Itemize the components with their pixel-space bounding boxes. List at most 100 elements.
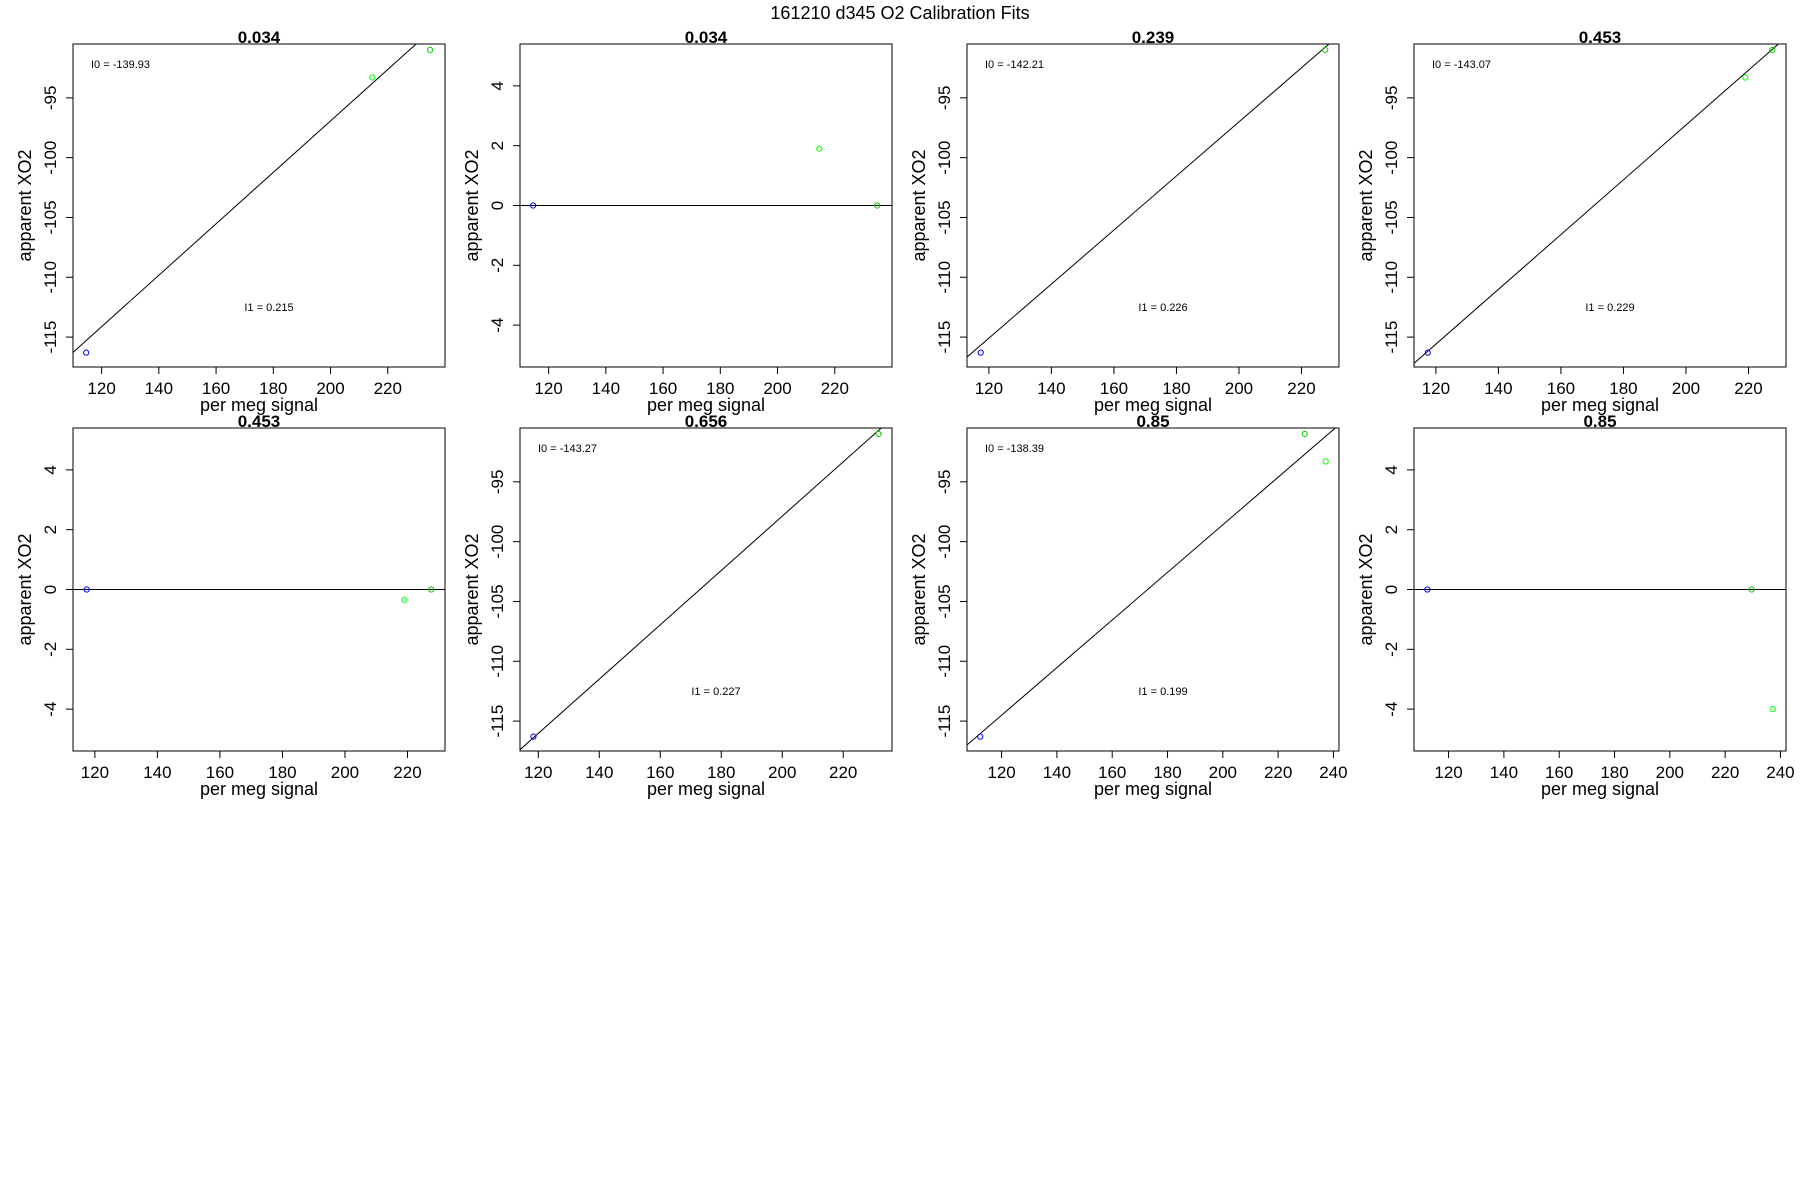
data-point [1424,586,1431,593]
data-point [1322,46,1329,54]
slope-annotation: I1 = 0.215 [244,302,293,314]
panel-title: 0.034 [685,28,728,47]
y-tick-label: -95 [935,86,954,111]
y-axis-label: apparent XO2 [909,533,929,645]
y-tick-label: 0 [1382,585,1401,594]
x-tick-label: 180 [707,763,735,782]
y-tick-label: -100 [488,525,507,559]
x-tick-label: 220 [1734,379,1762,398]
x-tick-label: 120 [87,379,115,398]
slope-annotation: I1 = 0.227 [691,686,740,698]
y-tick-label: -100 [41,141,60,175]
calibration-panel: 0.034 120 140 160 180 200 220 per meg signal -4 -… [462,28,893,415]
y-tick-label: -115 [41,321,60,354]
y-axis-label: apparent XO2 [15,149,35,261]
data-point [530,202,537,209]
x-tick-label: 220 [1287,379,1315,398]
x-axis-label: per meg signal [200,779,318,799]
figure-title: 161210 d345 O2 Calibration Fits [770,3,1029,23]
x-tick-label: 180 [1153,763,1181,782]
x-tick-label: 140 [592,379,620,398]
x-tick-label: 120 [534,379,562,398]
y-tick-label: -105 [935,584,954,618]
y-tick-label: -110 [41,261,60,294]
data-point [1322,458,1329,465]
x-tick-label: 160 [202,379,230,398]
y-tick-label: -4 [1382,702,1401,717]
y-axis-label: apparent XO2 [15,533,35,645]
x-tick-label: 180 [1609,379,1637,398]
x-tick-label: 220 [821,379,849,398]
calibration-panel: 0.034 120 140 160 180 200 220 per meg signal -11… [15,28,446,415]
calibration-panel: 0.85 120 140 160 180 200 220 240 per meg signal -… [909,412,1348,799]
x-axis-label: per meg signal [1541,395,1659,415]
x-tick-label: 240 [1319,763,1347,782]
fit-line [967,44,1330,358]
slope-annotation: I1 = 0.226 [1138,302,1187,314]
y-tick-label: -110 [935,645,954,678]
x-tick-label: 160 [206,763,234,782]
data-point [1742,74,1749,81]
y-tick-label: -110 [935,261,954,294]
x-tick-label: 200 [763,379,791,398]
y-tick-label: -2 [1382,642,1401,657]
data-point [874,202,881,209]
data-point [977,349,984,356]
x-tick-label: 240 [1766,763,1794,782]
plot-frame [72,43,446,368]
x-tick-label: 180 [1600,763,1628,782]
y-tick-label: -105 [935,200,954,234]
x-tick-label: 180 [259,379,287,398]
x-tick-label: 200 [1672,379,1700,398]
y-tick-label: 0 [41,585,60,594]
y-axis-label: apparent XO2 [1356,149,1376,261]
slope-annotation: I1 = 0.229 [1585,302,1634,314]
y-tick-label: -100 [935,141,954,175]
x-tick-label: 200 [768,763,796,782]
panel-title: 0.656 [685,412,728,431]
x-tick-label: 160 [1545,763,1573,782]
y-tick-label: -110 [488,645,507,678]
y-tick-label: -2 [41,642,60,657]
data-point [875,430,882,438]
x-tick-label: 200 [316,379,344,398]
panel-title: 0.239 [1132,28,1175,47]
x-tick-label: 220 [829,763,857,782]
intercept-annotation: I0 = -143.27 [538,443,597,455]
y-tick-label: 4 [41,465,60,474]
x-axis-label: per meg signal [1094,395,1212,415]
intercept-annotation: I0 = -139.93 [91,59,150,71]
y-tick-label: 4 [488,81,507,90]
y-axis-label: apparent XO2 [1356,533,1376,645]
data-point [83,349,90,356]
data-point [1748,586,1755,593]
intercept-annotation: I0 = -142.21 [985,59,1044,71]
x-tick-label: 200 [1209,763,1237,782]
data-point [977,733,984,740]
intercept-annotation: I0 = -138.39 [985,443,1044,455]
x-tick-label: 160 [1100,379,1128,398]
x-axis-label: per meg signal [1094,779,1212,799]
y-tick-label: 4 [1382,465,1401,474]
x-tick-label: 180 [706,379,734,398]
x-axis-label: per meg signal [200,395,318,415]
x-tick-label: 120 [524,763,552,782]
fit-line [967,428,1337,746]
y-tick-label: -115 [935,321,954,354]
calibration-panel: 0.453 120 140 160 180 200 220 per meg signal -11… [1356,28,1787,415]
x-tick-label: 120 [987,763,1015,782]
x-axis-label: per meg signal [647,395,765,415]
x-tick-label: 200 [1225,379,1253,398]
y-tick-label: -95 [1382,86,1401,111]
calibration-panel: 0.239 120 140 160 180 200 220 per meg signal -11… [909,28,1340,415]
y-tick-label: -95 [935,470,954,495]
fit-line [1414,44,1780,364]
intercept-annotation: I0 = -143.07 [1432,59,1491,71]
plot-frame [966,427,1340,752]
y-tick-label: 2 [41,525,60,534]
x-tick-label: 120 [1434,763,1462,782]
y-tick-label: -2 [488,258,507,273]
data-point [401,596,408,604]
calibration-panel: 0.656 120 140 160 180 200 220 per meg signal -11… [462,412,893,799]
y-axis-label: apparent XO2 [462,533,482,645]
